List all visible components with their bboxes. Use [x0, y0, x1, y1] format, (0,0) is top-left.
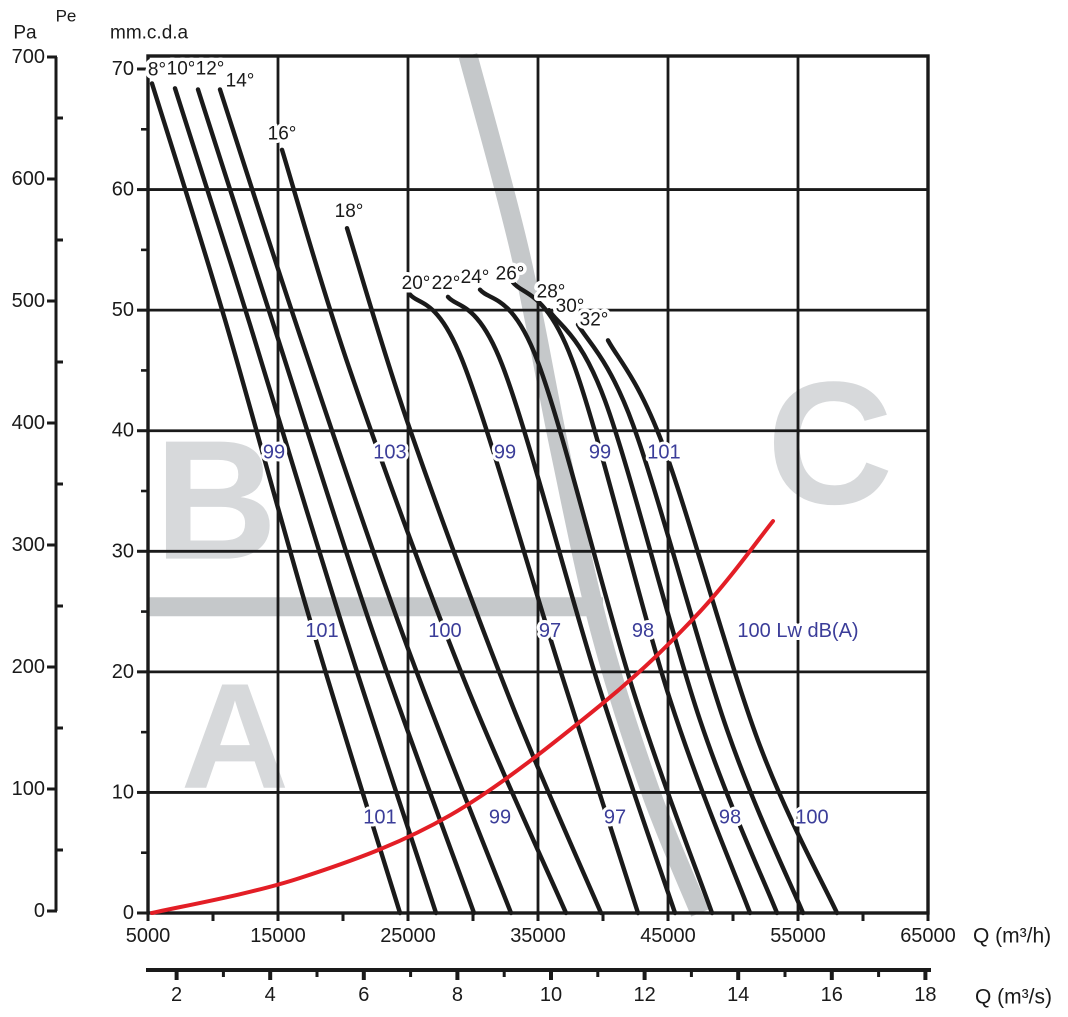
angle-label-14deg: 14°: [226, 71, 255, 92]
pa-tick-label-200: 200: [12, 656, 45, 678]
pitch-curve-26deg: [510, 280, 753, 916]
angle-label-10deg: 10°: [167, 59, 196, 80]
pitch-curve-22deg: [445, 294, 678, 916]
mm-tick-label-40: 40: [112, 420, 134, 442]
m3h-tick-label-15000: 15000: [250, 925, 306, 947]
m3h-tick-label-5000: 5000: [126, 925, 171, 947]
angle-label-22deg: 22°: [432, 273, 461, 294]
pitch-curves: [149, 81, 840, 916]
noise-label-10: 101: [363, 807, 396, 829]
noise-label-1: 103: [373, 441, 406, 463]
mm-tick-label-0: 0: [123, 902, 134, 924]
noise-label-13: 98: [719, 807, 741, 829]
noise-label-5: 101: [305, 620, 338, 642]
m3h-axis-unit: Q (m³/h): [973, 925, 1051, 948]
m3h-axis: 5000 15000 25000 35000 45000 55000 65000 Q (m³/…: [126, 913, 1051, 948]
pa-tick-label-600: 600: [12, 168, 45, 190]
angle-labels: 8° 10° 12°14° 16° 18° 20° 22° 24° 26° 28°30°32°: [144, 55, 611, 334]
noise-label-12: 97: [604, 807, 626, 829]
m3h-tick-label-25000: 25000: [380, 925, 436, 947]
m3s-tick-label-10: 10: [540, 984, 562, 1006]
mm-tick-label-30: 30: [112, 540, 134, 562]
pitch-curve-10deg: [172, 86, 439, 916]
mm-tick-label-10: 10: [112, 781, 134, 803]
noise-label-0: 99: [263, 441, 285, 463]
angle-label-24deg: 24°: [461, 267, 490, 288]
m3h-tick-label-45000: 45000: [640, 925, 696, 947]
angle-label-30deg: 30°: [556, 296, 585, 317]
m3s-tick-label-2: 2: [171, 984, 182, 1006]
m3s-axis-unit: Q (m³/s): [975, 986, 1052, 1009]
noise-label-4: 101: [647, 441, 680, 463]
m3h-tick-label-35000: 35000: [510, 925, 566, 947]
m3s-tick-label-18: 18: [914, 984, 936, 1006]
angle-label-18deg: 18°: [335, 201, 364, 222]
pa-tick-label-500: 500: [12, 290, 45, 312]
angle-label-16deg: 16°: [268, 124, 297, 145]
pa-tick-label-700: 700: [12, 46, 45, 68]
pitch-curve-20deg: [407, 292, 641, 916]
pa-tick-label-300: 300: [12, 534, 45, 556]
angle-label-28deg: 28°: [537, 282, 566, 303]
pitch-curve-30deg: [575, 322, 806, 916]
pa-axis: 700 600 500 400 300 200 100 0 Pe Pa: [12, 7, 77, 923]
noise-label-9: 100 Lw dB(A): [737, 620, 858, 642]
zone-letter-A: A: [181, 652, 289, 820]
m3h-tick-label-55000: 55000: [770, 925, 826, 947]
pitch-curve-14deg: [217, 87, 514, 916]
pitch-curve-18deg: [344, 225, 604, 916]
m3s-tick-label-4: 4: [265, 984, 276, 1006]
pa-tick-label-100: 100: [12, 778, 45, 800]
pitch-curve-32deg: [605, 338, 840, 916]
pitch-curve-24deg: [477, 287, 715, 916]
noise-label-11: 99: [489, 807, 511, 829]
mm-tick-label-50: 50: [112, 299, 134, 321]
pa-axis-unit: Pa: [13, 23, 37, 44]
noise-label-6: 100: [428, 620, 461, 642]
red-min-curve: [150, 519, 775, 915]
mm-axis-unit: mm.c.d.a: [110, 23, 189, 44]
angle-label-32deg: 32°: [580, 309, 609, 330]
pitch-curve-8deg: [149, 81, 403, 916]
angle-label-20deg: 20°: [402, 273, 431, 294]
m3s-tick-label-6: 6: [358, 984, 369, 1006]
pa-tick-label-400: 400: [12, 412, 45, 434]
pitch-curve-12deg: [195, 87, 477, 916]
noise-label-8: 98: [632, 620, 654, 642]
noise-labels: 99 103 99 99 101 101 100 97 98 100 Lw dB(A) 101 99 9…: [260, 438, 862, 831]
m3s-tick-label-16: 16: [821, 984, 843, 1006]
m3s-tick-label-14: 14: [727, 984, 749, 1006]
mm-tick-label-20: 20: [112, 661, 134, 683]
selection-guide-bands: [149, 53, 709, 917]
noise-label-14: 100: [795, 807, 828, 829]
pa-axis-title: Pe: [56, 7, 77, 26]
m3s-tick-label-12: 12: [633, 984, 655, 1006]
noise-label-2: 99: [494, 441, 516, 463]
m3h-tick-label-65000: 65000: [900, 925, 956, 947]
zone-letter-C: C: [767, 346, 893, 541]
angle-label-12deg: 12°: [196, 59, 225, 80]
m3s-tick-label-8: 8: [452, 984, 463, 1006]
m3s-axis: 2 4 6 8 10 12 14 16 18 Q (m³/s): [146, 968, 1052, 1009]
noise-label-7: 97: [539, 620, 561, 642]
angle-label-26deg: 26°: [496, 263, 525, 284]
angle-label-8deg: 8°: [148, 60, 166, 81]
zone-letters: BAC: [155, 346, 894, 819]
mm-tick-label-60: 60: [112, 179, 134, 201]
grid: [148, 56, 928, 913]
pa-tick-label-0: 0: [34, 900, 45, 922]
noise-label-3: 99: [589, 441, 611, 463]
mm-tick-label-70: 70: [112, 58, 134, 80]
pitch-curve-28deg: [546, 307, 780, 916]
pitch-curve-16deg: [279, 147, 569, 916]
mm-axis: 70 60 50 40 30 20 10 0 mm.c.d.a: [110, 23, 189, 925]
guide-band-diagonal: [458, 53, 709, 917]
